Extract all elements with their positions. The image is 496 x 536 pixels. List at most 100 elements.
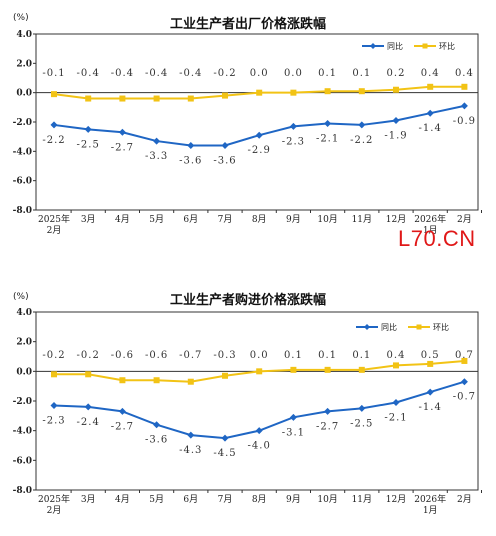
y-tick-label: -8.0 [13,486,32,496]
x-tick-label: 2025年 [38,213,70,225]
x-tick-label: 6月 [183,494,198,505]
data-point [84,125,92,133]
data-label: -2.5 [350,418,373,429]
legend-marker [422,43,428,49]
data-label: -2.9 [248,145,271,156]
data-label: -3.6 [213,155,236,166]
data-point [187,141,195,149]
data-label: -3.3 [145,151,168,162]
data-label: 0.1 [318,68,337,79]
data-label: 0.0 [250,350,269,361]
legend-entry: 环比 [433,322,449,332]
x-tick-label: 9月 [286,494,301,505]
chart-title: 工业生产者购进价格涨跌幅 [169,293,326,308]
data-label: -0.4 [77,68,100,79]
data-label: 0.7 [455,350,474,361]
data-label: -2.5 [77,139,100,150]
data-point [187,95,194,102]
legend-marker [370,43,376,49]
y-tick-label: 2.0 [16,59,32,69]
data-point [85,371,92,378]
data-label: 0.2 [387,68,406,79]
x-tick-label: 9月 [286,214,301,225]
data-label: 0.5 [421,350,440,361]
data-label: -0.3 [213,350,236,361]
data-label: -3.6 [145,435,168,446]
data-point [392,398,400,406]
data-point [84,403,92,411]
data-point [290,366,297,373]
data-label: -0.6 [111,350,134,361]
legend-entry: 同比 [381,322,397,332]
y-tick-label: 4.0 [16,30,32,40]
data-label: -2.7 [316,421,339,432]
chart-panel-purchase-price: 工业生产者购进价格涨跌幅 (%) 4.0 2.0 0.0 -2.0 -4.0 -6.0 -8… [0,280,496,536]
data-point [392,117,400,125]
data-point [153,377,160,384]
data-point [358,366,365,373]
x-tick-label: 12月 [386,214,406,225]
data-label: -0.6 [145,350,168,361]
data-point [187,378,194,385]
data-label: -0.2 [42,350,65,361]
data-point [358,88,365,95]
x-tick-label: 5月 [149,214,164,225]
x-tick-label: 11月 [352,494,372,505]
data-label: -0.7 [179,350,202,361]
data-point [187,431,195,439]
data-point [256,89,263,96]
plot-frame [35,311,479,491]
legend-marker [364,324,370,330]
data-label: -0.9 [453,116,476,127]
y-tick-label: 0.0 [16,367,32,377]
data-point [119,95,126,102]
x-tick-label: 12月 [386,494,406,505]
data-label: -2.2 [350,135,373,146]
legend-entry: 同比 [387,41,403,51]
data-point [324,119,332,127]
data-label: -0.4 [145,68,168,79]
data-point [118,407,126,415]
data-point [119,377,126,384]
data-point [222,92,228,99]
data-label: -3.1 [282,427,305,438]
x-tick-label: 10月 [317,494,337,505]
data-label: 0.4 [455,68,474,79]
x-tick-label: 2月 [47,505,62,516]
data-label: 0.1 [352,68,371,79]
watermark-text: L70.CN [398,226,476,251]
data-label: -1.4 [419,123,442,134]
data-point [460,102,468,110]
x-tick-label: 2月 [47,225,62,236]
x-tick-label: 10月 [317,214,337,225]
data-point [427,360,434,367]
chart-panel-output-price: 工业生产者出厂价格涨跌幅 (%) 4.0 2.0 0.0 -2.0 -4.0 -6.0 -8… [13,13,482,236]
data-point [221,434,229,442]
data-point [289,413,297,421]
y-unit-label: (%) [13,292,29,302]
data-label: -4.0 [248,441,271,452]
x-tick-label: 11月 [352,214,372,225]
data-point [85,95,92,102]
x-tick-label: 5月 [149,494,164,505]
data-point [393,86,399,93]
data-point [460,378,468,386]
data-point [50,401,58,409]
y-tick-label: -2.0 [13,397,32,407]
data-label: -0.2 [213,68,236,79]
y-tick-label: 4.0 [16,308,32,318]
data-point [118,128,126,136]
chart-title: 工业生产者出厂价格涨跌幅 [169,17,326,32]
data-label: 0.4 [387,350,406,361]
data-label: -1.9 [384,131,407,142]
data-label: -1.4 [419,402,442,413]
x-tick-label: 7月 [218,214,233,225]
data-point [358,404,366,412]
data-label: -0.7 [453,392,476,403]
data-point [426,388,434,396]
x-tick-label: 1月 [423,505,438,516]
data-label: -0.1 [42,68,65,79]
data-label: 0.1 [284,350,303,361]
y-tick-label: -6.0 [13,177,32,187]
